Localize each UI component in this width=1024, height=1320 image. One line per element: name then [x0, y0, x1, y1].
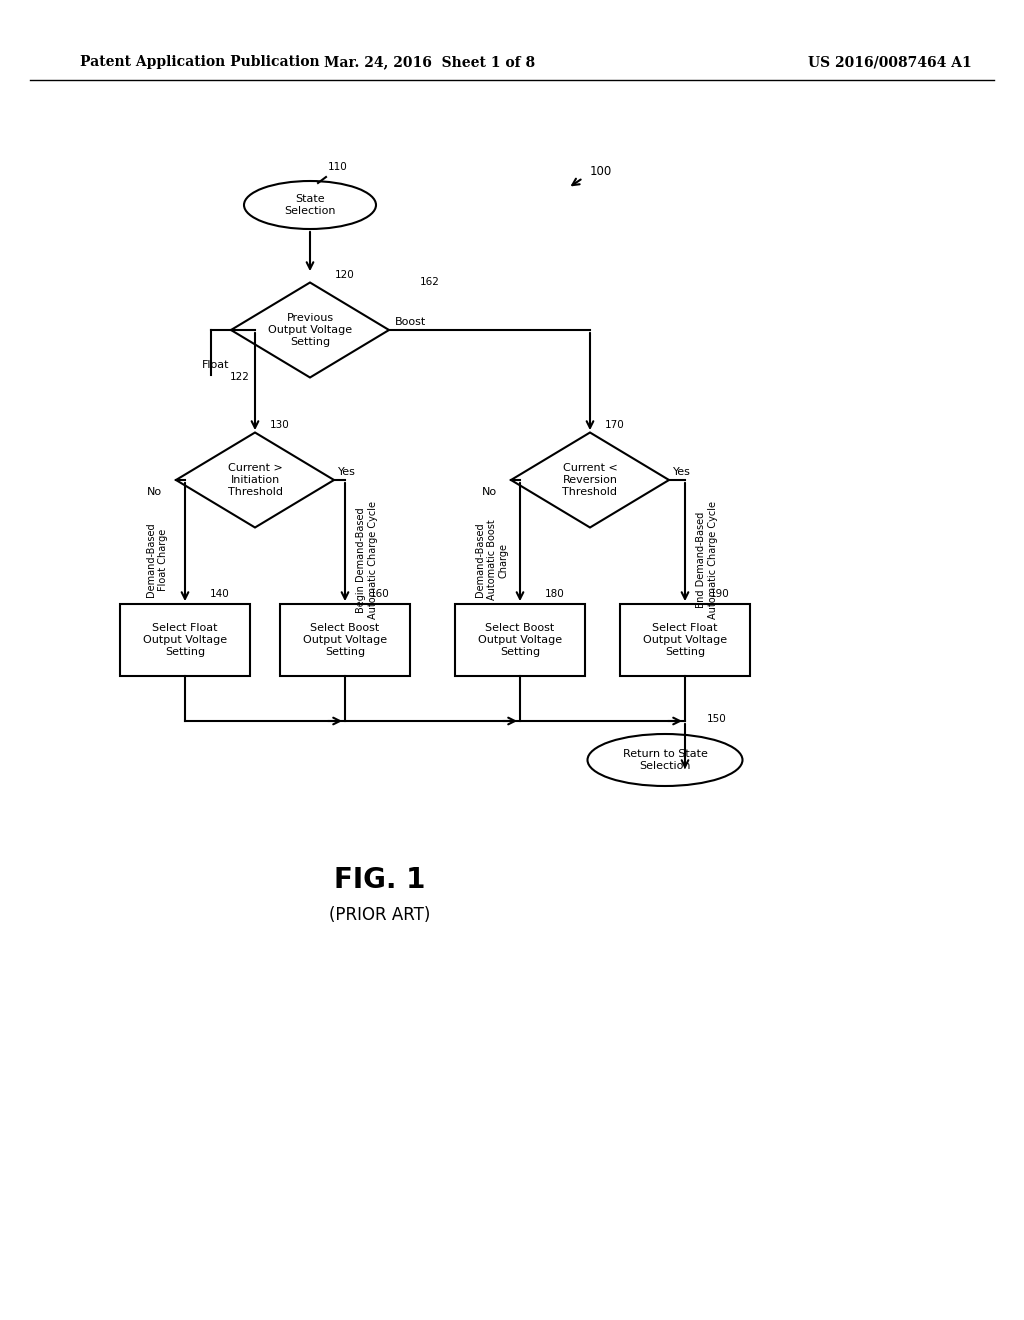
Text: 150: 150: [707, 714, 727, 723]
Text: FIG. 1: FIG. 1: [334, 866, 426, 894]
Text: US 2016/0087464 A1: US 2016/0087464 A1: [808, 55, 972, 69]
Text: Previous
Output Voltage
Setting: Previous Output Voltage Setting: [268, 313, 352, 347]
Text: 130: 130: [270, 420, 290, 430]
Text: Boost: Boost: [395, 317, 426, 327]
Text: (PRIOR ART): (PRIOR ART): [330, 906, 431, 924]
Text: Current >
Initiation
Threshold: Current > Initiation Threshold: [227, 463, 283, 496]
Text: Demand-Based
Float Charge: Demand-Based Float Charge: [146, 523, 168, 598]
Text: 100: 100: [590, 165, 612, 178]
Text: No: No: [147, 487, 162, 498]
Text: 180: 180: [545, 589, 565, 599]
Text: End Demand-Based
Automatic Charge Cycle: End Demand-Based Automatic Charge Cycle: [696, 502, 718, 619]
Text: 162: 162: [420, 277, 440, 286]
Text: 122: 122: [230, 372, 250, 381]
Text: 160: 160: [370, 589, 390, 599]
Text: Yes: Yes: [338, 467, 356, 477]
Text: Begin Demand-Based
Automatic Charge Cycle: Begin Demand-Based Automatic Charge Cycl…: [356, 502, 378, 619]
Text: 110: 110: [328, 162, 348, 172]
Text: 120: 120: [335, 271, 354, 280]
Text: Select Float
Output Voltage
Setting: Select Float Output Voltage Setting: [643, 623, 727, 656]
Text: 170: 170: [605, 420, 625, 430]
Text: 190: 190: [710, 589, 730, 599]
Text: Current <
Reversion
Threshold: Current < Reversion Threshold: [562, 463, 617, 496]
Text: Mar. 24, 2016  Sheet 1 of 8: Mar. 24, 2016 Sheet 1 of 8: [325, 55, 536, 69]
Text: Select Boost
Output Voltage
Setting: Select Boost Output Voltage Setting: [303, 623, 387, 656]
Text: Return to State
Selection: Return to State Selection: [623, 750, 708, 771]
Text: No: No: [482, 487, 497, 498]
Text: 140: 140: [210, 589, 229, 599]
Text: Select Boost
Output Voltage
Setting: Select Boost Output Voltage Setting: [478, 623, 562, 656]
Text: Demand-Based
Automatic Boost
Charge: Demand-Based Automatic Boost Charge: [475, 520, 509, 601]
Text: Yes: Yes: [673, 467, 691, 477]
Text: Patent Application Publication: Patent Application Publication: [80, 55, 319, 69]
Text: Select Float
Output Voltage
Setting: Select Float Output Voltage Setting: [143, 623, 227, 656]
Text: State
Selection: State Selection: [285, 194, 336, 215]
Text: Float: Float: [202, 360, 229, 370]
